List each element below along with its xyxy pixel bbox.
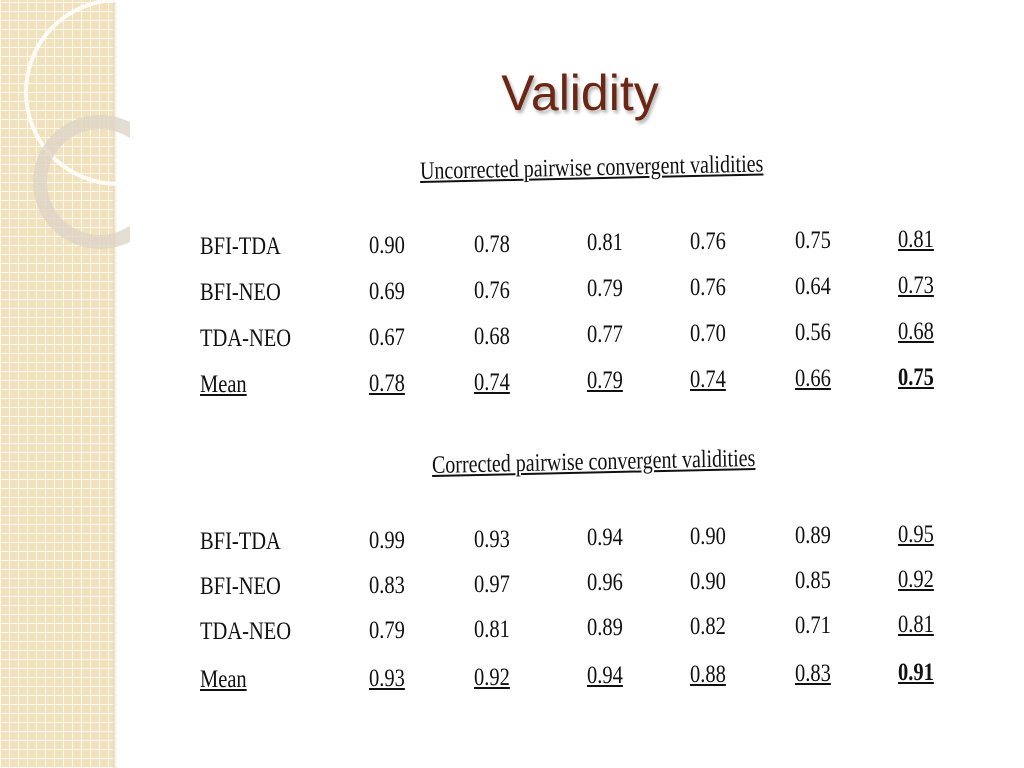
table-cell: 0.85 bbox=[794, 567, 831, 594]
table-cell: 0.81 bbox=[474, 615, 510, 643]
table-heading: Uncorrected pairwise convergent validiti… bbox=[419, 150, 764, 185]
row-label: TDA-NEO bbox=[200, 325, 292, 352]
table-cell: 0.73 bbox=[898, 271, 934, 299]
table-cell: 0.75 bbox=[898, 363, 934, 391]
table-cell: 0.81 bbox=[586, 229, 623, 257]
table-cell: 0.90 bbox=[690, 568, 726, 596]
table-cell: 0.76 bbox=[690, 228, 726, 256]
table-cell: 0.90 bbox=[368, 231, 405, 259]
table-cell: 0.76 bbox=[690, 274, 726, 302]
table-cell: 0.76 bbox=[474, 276, 510, 304]
side-edge bbox=[113, 0, 117, 768]
table-cell: 0.79 bbox=[586, 275, 623, 303]
row-label: BFI-NEO bbox=[200, 279, 281, 306]
table-cell: 0.83 bbox=[794, 660, 831, 687]
table-cell: 0.75 bbox=[794, 227, 831, 254]
table-cell: 0.81 bbox=[898, 225, 934, 253]
table-cell: 0.96 bbox=[586, 569, 623, 597]
row-label: Mean bbox=[200, 666, 247, 693]
table-cell: 0.93 bbox=[368, 664, 405, 692]
table-cell: 0.68 bbox=[474, 322, 510, 350]
row-label: TDA-NEO bbox=[200, 618, 292, 645]
table-cell: 0.89 bbox=[586, 614, 623, 642]
table-cell: 0.93 bbox=[474, 525, 510, 553]
table-cell: 0.74 bbox=[474, 368, 510, 396]
table-cell: 0.89 bbox=[794, 522, 831, 549]
table-cell: 0.70 bbox=[690, 320, 726, 348]
table-cell: 0.95 bbox=[898, 520, 934, 548]
table-cell: 0.64 bbox=[794, 273, 831, 300]
table-cell: 0.78 bbox=[474, 230, 510, 258]
table-cell: 0.92 bbox=[474, 663, 510, 691]
row-label: Mean bbox=[200, 371, 247, 398]
slide-title: Validity bbox=[501, 65, 659, 121]
table-cell: 0.94 bbox=[586, 662, 623, 690]
table-cell: 0.91 bbox=[898, 658, 934, 686]
table-cell: 0.56 bbox=[794, 319, 831, 346]
row-label: BFI-TDA bbox=[200, 233, 281, 260]
table-cell: 0.82 bbox=[690, 613, 726, 641]
table-cell: 0.69 bbox=[368, 277, 405, 305]
table-cell: 0.94 bbox=[586, 524, 623, 552]
table-cell: 0.79 bbox=[368, 616, 405, 644]
table-cell: 0.97 bbox=[474, 570, 510, 598]
row-label: BFI-TDA bbox=[200, 528, 281, 555]
table-cell: 0.79 bbox=[586, 367, 623, 395]
table-cell: 0.88 bbox=[690, 661, 726, 689]
table-cell: 0.92 bbox=[898, 565, 934, 593]
table-cell: 0.67 bbox=[368, 323, 405, 351]
table-cell: 0.71 bbox=[794, 612, 831, 639]
table-cell: 0.77 bbox=[586, 321, 623, 349]
table-cell: 0.78 bbox=[368, 369, 405, 397]
table-cell: 0.66 bbox=[794, 365, 831, 392]
table-cell: 0.90 bbox=[690, 523, 726, 551]
row-label: BFI-NEO bbox=[200, 573, 281, 600]
table-cell: 0.81 bbox=[898, 610, 934, 638]
table-cell: 0.68 bbox=[898, 317, 934, 345]
table-heading: Corrected pairwise convergent validities bbox=[431, 444, 756, 479]
decoration bbox=[24, 0, 130, 249]
table-cell: 0.99 bbox=[368, 526, 405, 554]
table-cell: 0.74 bbox=[690, 366, 726, 394]
table-cell: 0.83 bbox=[368, 571, 405, 599]
